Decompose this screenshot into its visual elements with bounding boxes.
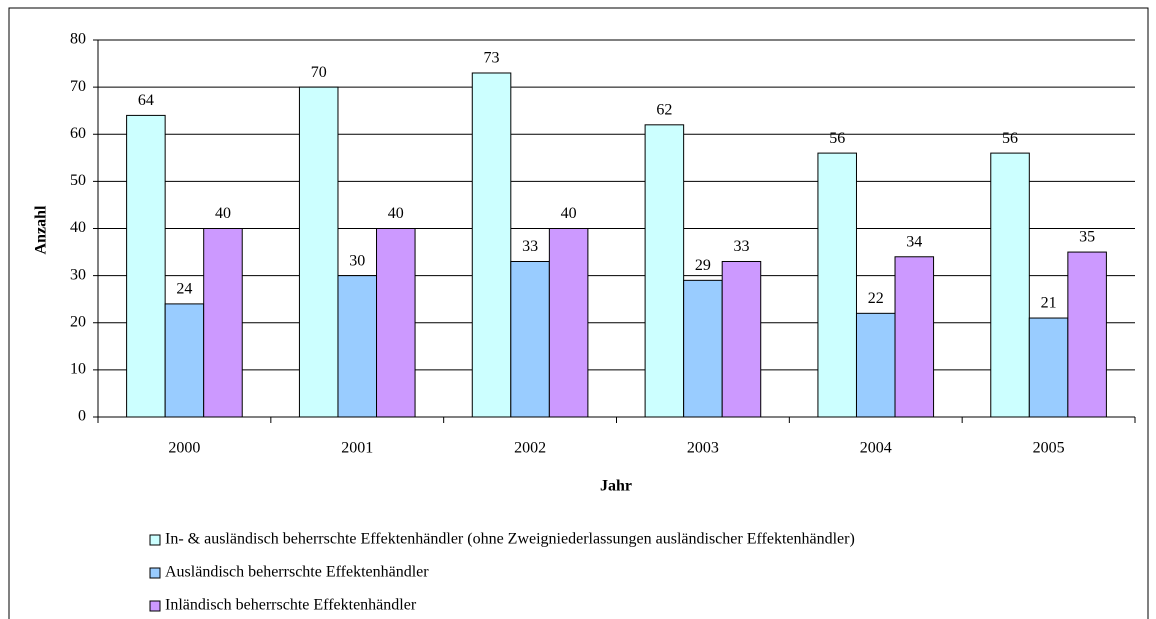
bar [510,260,550,418]
bar [203,228,243,418]
data-label: 40 [561,205,577,222]
bar [990,152,1030,418]
data-label: 40 [215,205,231,222]
y-tick-label: 10 [70,361,86,378]
bar [376,228,416,418]
x-axis-label: Jahr [600,478,632,495]
bar [337,275,378,418]
y-tick-label: 60 [70,125,86,142]
x-tick-label: 2002 [514,440,546,457]
x-tick-label: 2001 [341,440,373,457]
bar [644,124,685,418]
data-label: 64 [138,92,154,109]
bar [1028,317,1069,418]
data-label: 33 [522,238,538,255]
y-tick-label: 40 [70,219,86,236]
y-tick-label: 20 [70,313,86,330]
legend-swatch [149,567,161,579]
y-tick-label: 30 [70,266,86,283]
data-label: 62 [656,101,672,118]
bar [683,279,723,418]
data-label: 35 [1079,229,1095,246]
data-label: 34 [906,233,922,250]
bar [548,228,589,418]
x-tick-label: 2004 [860,440,892,457]
data-label: 33 [733,238,749,255]
y-tick-label: 80 [70,31,86,48]
chart-frame [8,7,1149,619]
legend-label: Ausländisch beherrschte Effektenhändler [165,564,429,581]
data-label: 56 [829,130,845,147]
legend-swatch [149,534,161,546]
data-label: 30 [349,252,365,269]
y-axis-label: Anzahl [33,205,50,254]
bar [471,72,512,418]
legend-label: In- & ausländisch beherrschte Effektenhä… [165,531,855,548]
bar [126,114,166,418]
y-tick-label: 70 [70,78,86,95]
data-label: 24 [176,281,192,298]
y-tick-label: 50 [70,172,86,189]
bar [855,312,896,418]
data-label: 73 [484,50,500,67]
data-label: 70 [311,64,327,81]
bar [1067,251,1107,418]
legend-label: Inländisch beherrschte Effektenhändler [165,597,417,614]
data-label: 21 [1041,295,1057,312]
x-tick-label: 2003 [687,440,719,457]
bar [298,86,339,418]
data-label: 29 [695,257,711,274]
bar [721,260,762,418]
data-label: 40 [388,205,404,222]
data-label: 22 [868,290,884,307]
x-tick-label: 2000 [168,440,200,457]
bar [894,256,935,418]
y-tick-label: 0 [78,408,86,425]
bar [164,303,205,418]
data-label: 56 [1002,130,1018,147]
bar [817,152,857,418]
legend-swatch [149,600,161,612]
x-tick-label: 2005 [1033,440,1065,457]
